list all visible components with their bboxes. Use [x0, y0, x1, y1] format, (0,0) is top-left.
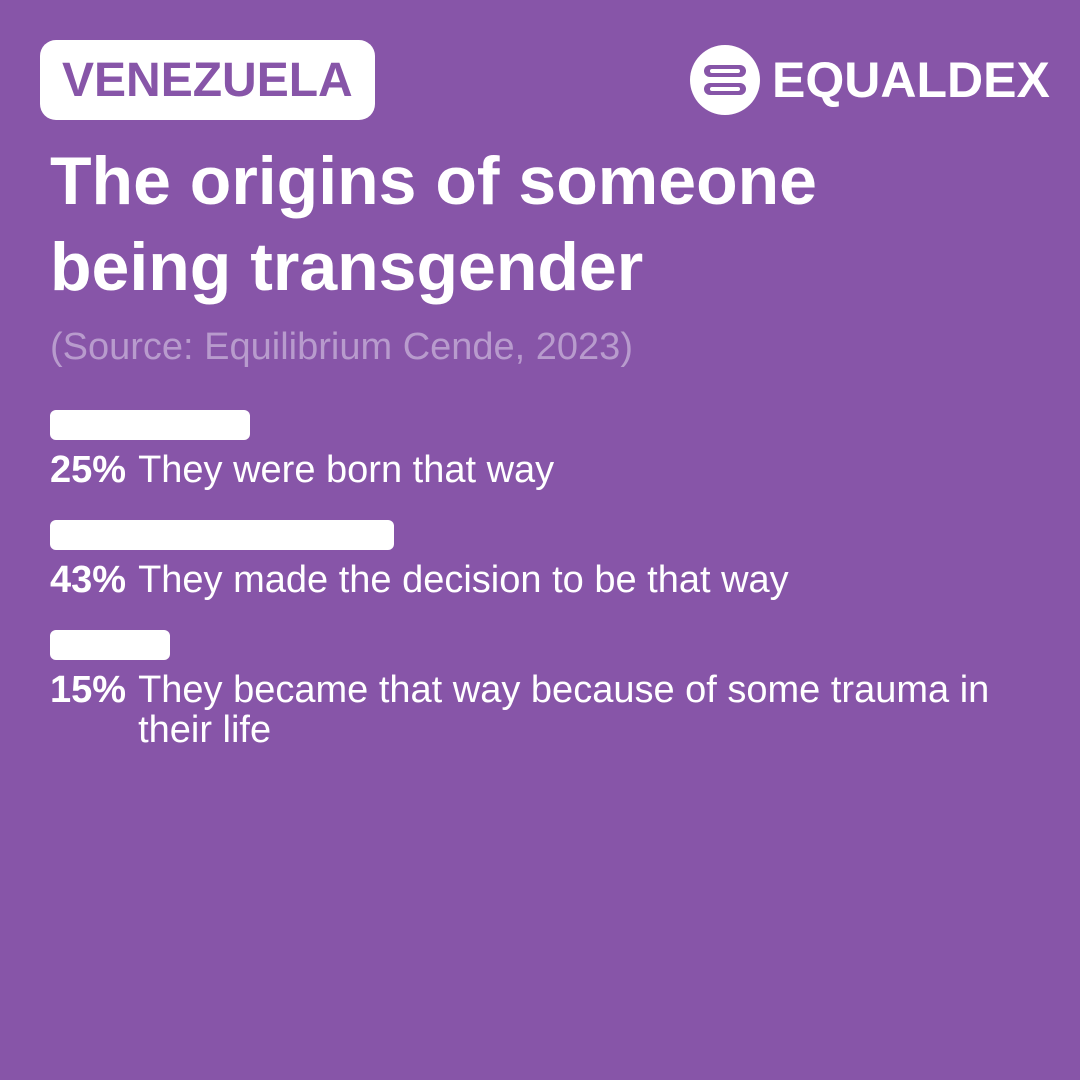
bar	[50, 520, 394, 550]
chart-title: The origins of someone being transgender	[50, 143, 817, 305]
category-label: They were born that way	[138, 449, 555, 491]
category-label: They made the decision to be that way	[138, 559, 789, 601]
value-label: 15%	[50, 669, 127, 711]
bar-label-row: 15% They became that way because of some…	[50, 670, 1080, 750]
country-label: VENEZUELA	[62, 53, 353, 107]
brand-logo: EQUALDEX	[690, 44, 1050, 116]
country-badge: VENEZUELA	[40, 40, 375, 120]
bar-item: 25% They were born that way	[50, 410, 1080, 520]
bar	[50, 630, 170, 660]
bar-chart: 25% They were born that way 43% They mad…	[50, 410, 1080, 770]
brand-name: EQUALDEX	[772, 52, 1050, 108]
bar-label-row: 43% They made the decision to be that wa…	[50, 560, 1080, 600]
bar	[50, 410, 250, 440]
value-label: 25%	[50, 449, 127, 491]
equaldex-logo-icon	[690, 45, 760, 115]
value-label: 43%	[50, 559, 127, 601]
bar-item: 43% They made the decision to be that wa…	[50, 520, 1080, 630]
category-label: They became that way because of some tra…	[138, 669, 990, 751]
bar-item: 15% They became that way because of some…	[50, 630, 1080, 770]
source-note: (Source: Equilibrium Cende, 2023)	[50, 326, 633, 368]
bar-label-row: 25% They were born that way	[50, 450, 1080, 490]
